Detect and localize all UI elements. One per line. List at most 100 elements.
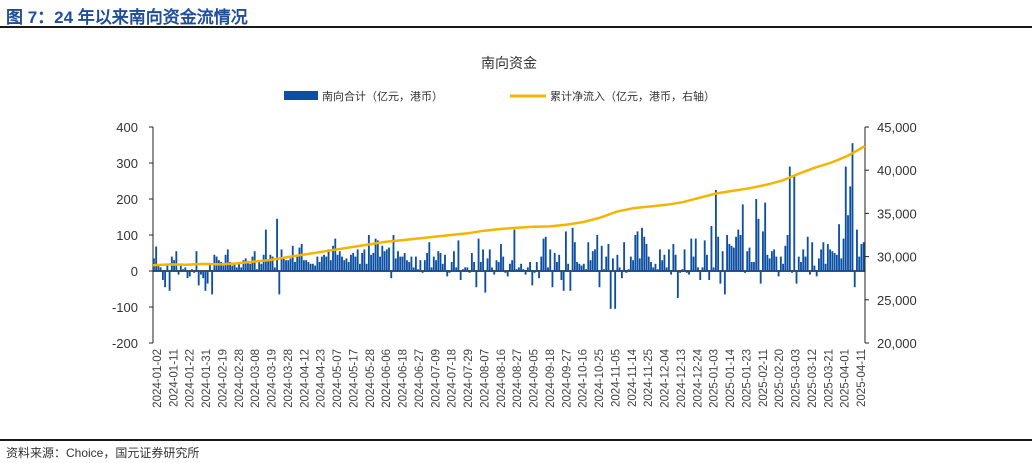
flow-bar xyxy=(208,263,211,271)
top-divider xyxy=(0,26,1032,28)
flow-bar xyxy=(157,265,160,271)
flow-bar xyxy=(408,262,411,271)
flow-bar xyxy=(446,271,449,277)
flow-bar xyxy=(582,263,585,271)
flow-bar xyxy=(470,253,473,271)
figure-title: 图 7：24 年以来南向资金流情况 xyxy=(6,8,248,27)
flow-bar xyxy=(851,143,854,271)
flow-bar xyxy=(672,244,675,271)
flow-bar xyxy=(242,260,245,271)
flow-bar xyxy=(323,254,326,271)
flow-bar xyxy=(273,267,276,271)
flow-bar xyxy=(706,254,708,271)
flow-bar xyxy=(692,256,695,271)
flow-bar xyxy=(641,227,643,271)
flow-bar xyxy=(280,249,283,271)
flow-bar xyxy=(493,271,496,275)
flow-bar xyxy=(826,244,829,271)
flow-bar xyxy=(661,260,664,271)
x-tick-label: 2024-07-09 xyxy=(430,349,442,408)
flow-bar xyxy=(298,247,301,271)
x-tick-label: 2024-02-28 xyxy=(234,349,246,408)
flow-bar xyxy=(444,254,446,271)
flow-bar xyxy=(860,244,863,271)
flow-bar xyxy=(430,267,433,271)
flow-bar xyxy=(520,263,523,271)
flow-bar xyxy=(797,256,800,271)
flow-bar xyxy=(770,251,773,271)
flow-bar xyxy=(244,258,247,271)
flow-bar xyxy=(793,175,796,271)
flow-bar xyxy=(307,262,310,271)
flow-bar xyxy=(204,271,207,291)
flow-bar xyxy=(679,271,682,273)
flow-bar xyxy=(197,271,200,286)
flow-bar xyxy=(504,271,507,273)
flow-bar xyxy=(511,260,514,271)
flow-bar xyxy=(732,247,735,271)
flow-bar xyxy=(533,271,536,273)
flow-bar xyxy=(540,256,543,271)
flow-bar xyxy=(591,251,594,271)
flow-bar xyxy=(155,246,158,271)
flow-bar xyxy=(542,238,545,271)
flow-bar xyxy=(506,271,509,277)
flow-bar xyxy=(231,265,234,271)
flow-bar xyxy=(629,256,632,271)
flow-bar xyxy=(728,244,731,271)
flow-bar xyxy=(791,271,793,273)
flow-bar xyxy=(755,199,758,271)
flow-bar xyxy=(495,260,498,271)
flow-bar xyxy=(361,253,364,271)
flow-bar xyxy=(354,256,357,271)
x-tick-label: 2024-05-17 xyxy=(348,349,360,408)
flow-bar xyxy=(428,242,431,271)
x-tick-label: 2024-12-24 xyxy=(692,348,704,407)
flow-bar xyxy=(332,245,334,271)
flow-bar xyxy=(410,256,413,271)
flow-bar xyxy=(233,263,236,271)
flow-bar xyxy=(703,240,706,271)
flow-bar xyxy=(654,263,657,271)
flow-bar xyxy=(350,254,352,271)
flow-bar xyxy=(726,235,729,271)
x-tick-label: 2025-01-03 xyxy=(709,349,721,408)
flow-bar xyxy=(379,256,381,271)
flow-bar xyxy=(573,242,576,271)
flow-bar xyxy=(710,226,713,271)
x-tick-label: 2024-01-11 xyxy=(168,349,180,407)
x-tick-label: 2024-04-12 xyxy=(299,349,311,408)
flow-bar xyxy=(838,224,840,271)
x-tick-label: 2024-11-25 xyxy=(643,349,655,407)
x-tick-label: 2024-01-02 xyxy=(152,349,164,408)
flow-bar xyxy=(406,260,408,271)
x-tick-label: 2024-09-27 xyxy=(561,349,573,408)
right-tick-label: 20,000 xyxy=(877,336,917,351)
flow-bar xyxy=(222,265,225,271)
flow-bar xyxy=(553,253,556,271)
flow-bar xyxy=(448,271,451,273)
flow-bar xyxy=(844,166,847,271)
flow-bar xyxy=(455,267,458,271)
flow-bar xyxy=(347,262,350,271)
flow-bar xyxy=(345,258,348,271)
flow-bar xyxy=(159,267,162,271)
flow-bar xyxy=(370,254,373,271)
flow-bar xyxy=(800,262,802,271)
flow-bar xyxy=(453,251,455,271)
left-tick-label: 300 xyxy=(116,156,138,171)
flow-bar xyxy=(258,262,261,271)
flow-bar xyxy=(457,240,460,271)
flow-bar xyxy=(432,256,435,271)
bottom-divider xyxy=(0,439,1032,441)
flow-bar xyxy=(289,258,292,271)
flow-bar xyxy=(538,271,540,279)
flow-bar xyxy=(676,271,679,298)
flow-bar xyxy=(329,260,332,271)
flow-bar xyxy=(558,254,561,271)
flow-bar xyxy=(161,271,164,280)
flow-bar xyxy=(213,254,216,271)
flow-bar xyxy=(502,256,505,271)
x-tick-label: 2024-03-08 xyxy=(250,349,262,408)
flow-bar xyxy=(618,267,621,271)
